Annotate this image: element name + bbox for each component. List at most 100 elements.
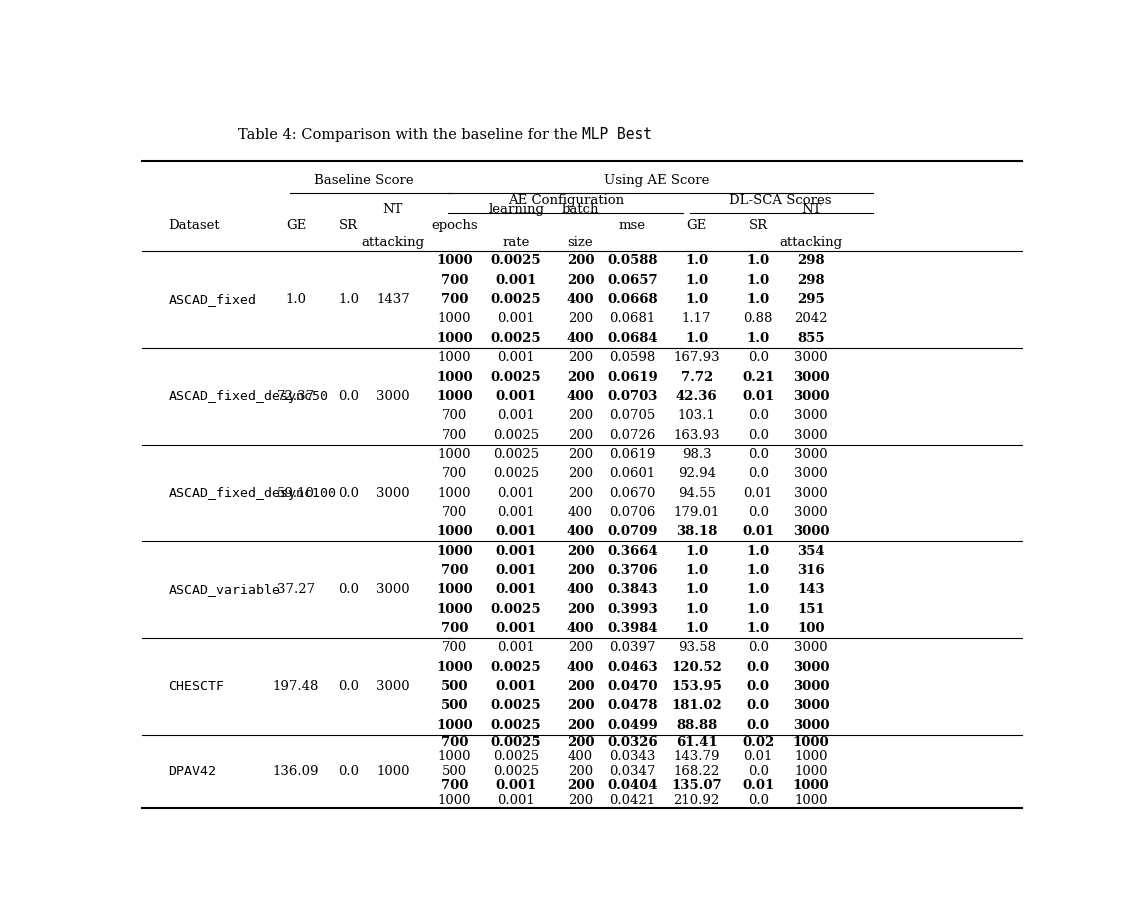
Text: 0.01: 0.01: [744, 750, 772, 763]
Text: 700: 700: [441, 274, 468, 287]
Text: 98.3: 98.3: [682, 447, 711, 461]
Text: 200: 200: [568, 765, 593, 778]
Text: 0.001: 0.001: [495, 274, 537, 287]
Text: 700: 700: [442, 409, 467, 422]
Text: 1000: 1000: [436, 254, 473, 268]
Text: 200: 200: [568, 351, 593, 364]
Text: 1000: 1000: [436, 719, 473, 732]
Text: 1.17: 1.17: [682, 313, 711, 326]
Text: 200: 200: [567, 564, 594, 577]
Text: 200: 200: [568, 487, 593, 500]
Text: 153.95: 153.95: [671, 680, 722, 693]
Text: 200: 200: [567, 680, 594, 693]
Text: 400: 400: [568, 506, 593, 519]
Text: 700: 700: [442, 506, 467, 519]
Text: 0.0598: 0.0598: [609, 351, 655, 364]
Text: 1000: 1000: [793, 779, 829, 792]
Text: 200: 200: [567, 602, 594, 615]
Text: 197.48: 197.48: [273, 680, 319, 693]
Text: 700: 700: [441, 293, 468, 306]
Text: 0.0668: 0.0668: [607, 293, 658, 306]
Text: 0.001: 0.001: [495, 622, 537, 635]
Text: 400: 400: [567, 525, 594, 538]
Text: NT: NT: [383, 203, 403, 215]
Text: 59.10: 59.10: [277, 487, 315, 500]
Text: 0.0705: 0.0705: [609, 409, 655, 422]
Text: 0.0347: 0.0347: [609, 765, 655, 778]
Text: 3000: 3000: [793, 719, 829, 732]
Text: 1.0: 1.0: [746, 293, 770, 306]
Text: 0.0025: 0.0025: [491, 602, 542, 615]
Text: ASCAD_fixed: ASCAD_fixed: [168, 293, 257, 306]
Text: 400: 400: [567, 332, 594, 345]
Text: 0.0: 0.0: [339, 390, 359, 403]
Text: 0.001: 0.001: [498, 506, 535, 519]
Text: 0.0703: 0.0703: [608, 390, 658, 403]
Text: 0.0726: 0.0726: [609, 428, 655, 442]
Text: 1000: 1000: [437, 794, 471, 807]
Text: 1000: 1000: [437, 447, 471, 461]
Text: 0.0601: 0.0601: [609, 468, 655, 481]
Text: 200: 200: [568, 468, 593, 481]
Text: 200: 200: [568, 641, 593, 655]
Text: 298: 298: [797, 274, 825, 287]
Text: 1000: 1000: [437, 351, 471, 364]
Text: 0.001: 0.001: [495, 390, 537, 403]
Text: 120.52: 120.52: [671, 661, 722, 674]
Text: 0.0: 0.0: [747, 506, 769, 519]
Text: NT: NT: [801, 203, 821, 215]
Text: 0.0404: 0.0404: [607, 779, 658, 792]
Text: 700: 700: [442, 468, 467, 481]
Text: 92.94: 92.94: [678, 468, 716, 481]
Text: 179.01: 179.01: [674, 506, 720, 519]
Text: 0.0025: 0.0025: [491, 370, 542, 383]
Text: learning: learning: [488, 203, 544, 215]
Text: 0.0: 0.0: [339, 583, 359, 596]
Text: 0.01: 0.01: [742, 525, 775, 538]
Text: 0.0619: 0.0619: [609, 447, 655, 461]
Text: 0.0326: 0.0326: [607, 735, 658, 748]
Text: 0.0463: 0.0463: [607, 661, 658, 674]
Text: 0.0: 0.0: [339, 680, 359, 693]
Text: 0.0: 0.0: [746, 700, 770, 713]
Text: 700: 700: [442, 428, 467, 442]
Text: 1000: 1000: [437, 750, 471, 763]
Text: 1000: 1000: [794, 765, 828, 778]
Text: 1000: 1000: [436, 602, 473, 615]
Text: 200: 200: [567, 274, 594, 287]
Text: GE: GE: [686, 219, 707, 232]
Text: 0.0706: 0.0706: [609, 506, 655, 519]
Text: 7.72: 7.72: [680, 370, 712, 383]
Text: 400: 400: [567, 661, 594, 674]
Text: 0.02: 0.02: [742, 735, 775, 748]
Text: 1.0: 1.0: [685, 602, 708, 615]
Text: 3000: 3000: [376, 487, 410, 500]
Text: 3000: 3000: [376, 680, 410, 693]
Text: 0.0: 0.0: [339, 487, 359, 500]
Text: 3000: 3000: [793, 370, 829, 383]
Text: Baseline Score: Baseline Score: [314, 174, 414, 187]
Text: mse: mse: [619, 219, 646, 232]
Text: 210.92: 210.92: [674, 794, 720, 807]
Text: 1.0: 1.0: [746, 564, 770, 577]
Text: MLP Best: MLP Best: [583, 127, 652, 142]
Text: 500: 500: [442, 765, 467, 778]
Text: 3000: 3000: [376, 390, 410, 403]
Text: 0.001: 0.001: [495, 525, 537, 538]
Text: 1000: 1000: [437, 487, 471, 500]
Text: 0.0025: 0.0025: [491, 254, 542, 268]
Text: 3000: 3000: [794, 447, 828, 461]
Text: 0.001: 0.001: [495, 564, 537, 577]
Text: 2042: 2042: [794, 313, 828, 326]
Text: 1.0: 1.0: [685, 274, 708, 287]
Text: 0.0: 0.0: [746, 719, 770, 732]
Text: 0.3664: 0.3664: [607, 545, 658, 558]
Text: 1000: 1000: [436, 390, 473, 403]
Text: 3000: 3000: [794, 468, 828, 481]
Text: 0.001: 0.001: [498, 641, 535, 655]
Text: 0.001: 0.001: [498, 487, 535, 500]
Text: 354: 354: [797, 545, 825, 558]
Text: 400: 400: [567, 293, 594, 306]
Text: 200: 200: [567, 370, 594, 383]
Text: 700: 700: [441, 622, 468, 635]
